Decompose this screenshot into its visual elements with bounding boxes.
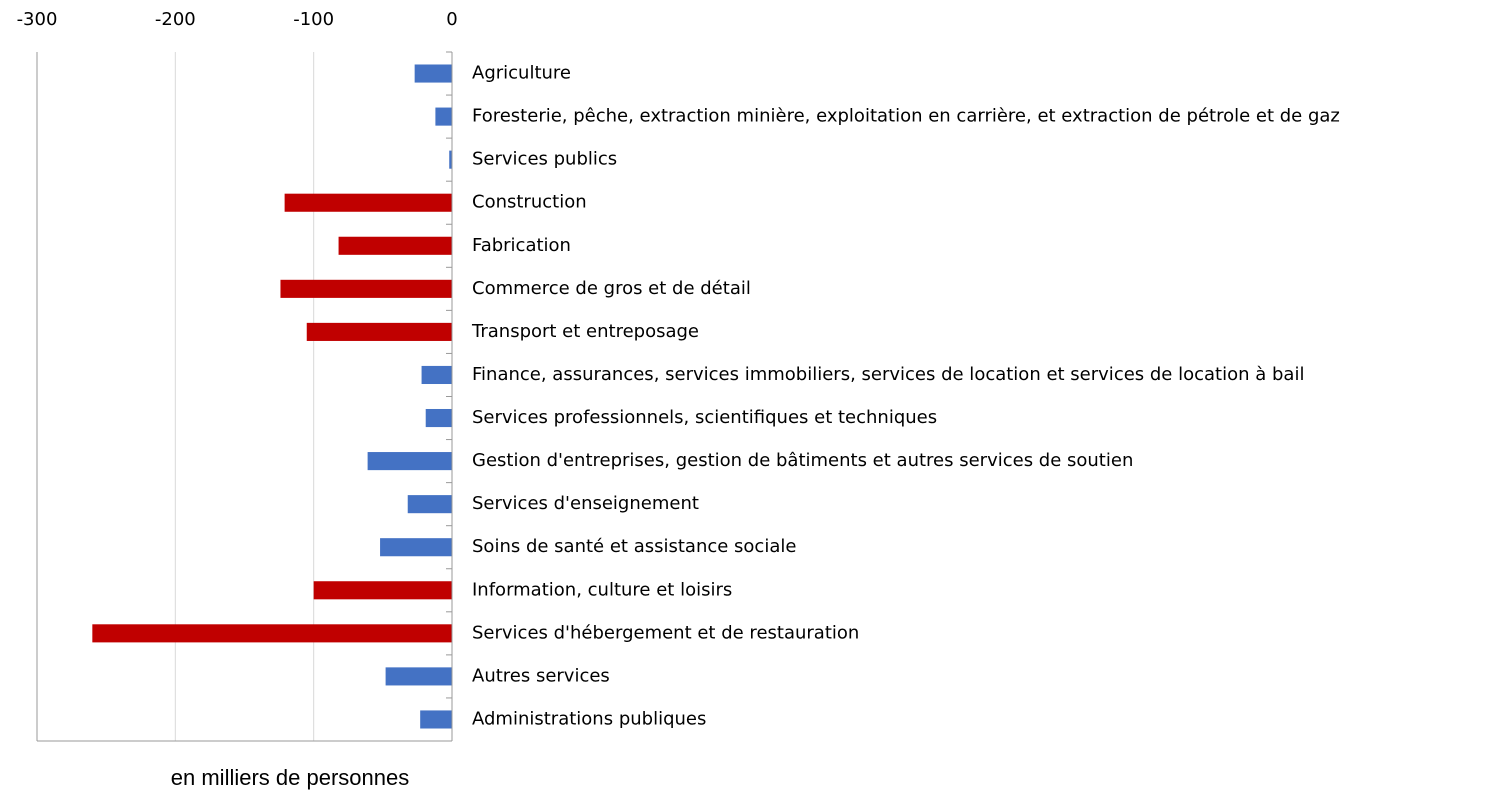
x-tick-label: -300 — [17, 9, 58, 30]
x-axis-title: en milliers de personnes — [171, 765, 409, 790]
y-tick-label: Services publics — [472, 149, 617, 170]
y-tick-label: Gestion d'entreprises, gestion de bâtime… — [472, 450, 1133, 471]
y-tick-label: Autres services — [472, 665, 610, 686]
bar — [313, 581, 452, 600]
bar — [284, 193, 452, 212]
y-tick-label: Fabrication — [472, 235, 571, 256]
y-tick-label: Construction — [472, 192, 587, 213]
y-tick-label: Transport et entreposage — [471, 321, 699, 342]
bar — [338, 236, 452, 255]
bar — [425, 408, 452, 428]
y-tick-label: Foresterie, pêche, extraction minière, e… — [472, 106, 1340, 127]
x-tick-label: 0 — [446, 9, 457, 30]
y-tick-label: Agriculture — [472, 63, 571, 84]
y-tick-label: Services professionnels, scientifiques e… — [472, 407, 937, 428]
bar — [414, 64, 452, 83]
y-tick-label: Services d'enseignement — [472, 493, 699, 514]
x-tick-label: -200 — [155, 9, 196, 30]
bar — [435, 107, 452, 126]
bar — [367, 452, 452, 471]
y-tick-label: Services d'hébergement et de restauratio… — [472, 622, 859, 643]
bar — [385, 667, 452, 686]
bar — [407, 495, 452, 514]
bar — [380, 538, 452, 557]
bar — [420, 710, 452, 729]
bar — [306, 322, 452, 341]
y-tick-label: Administrations publiques — [472, 708, 706, 729]
bar — [92, 624, 452, 643]
y-tick-label: Soins de santé et assistance sociale — [472, 536, 796, 557]
y-tick-label: Commerce de gros et de détail — [472, 278, 751, 299]
bar — [280, 279, 452, 298]
y-tick-label: Finance, assurances, services immobilier… — [472, 364, 1304, 385]
x-tick-label: -100 — [293, 9, 334, 30]
bar — [421, 365, 452, 385]
bar — [449, 150, 452, 169]
y-tick-label: Information, culture et loisirs — [472, 579, 732, 600]
